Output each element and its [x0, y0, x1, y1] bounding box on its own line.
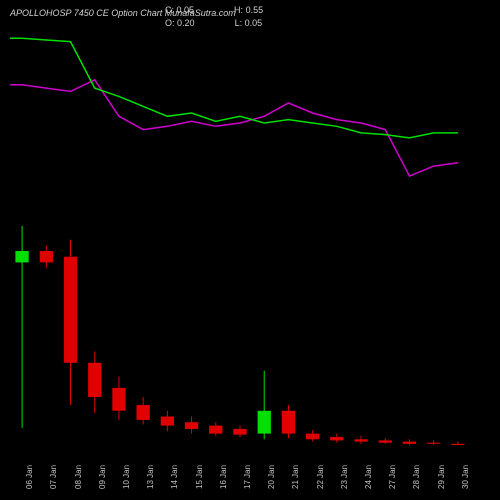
- ohlc-block: C: 0.05 H: 0.55 O: 0.20 L: 0.05: [165, 4, 263, 29]
- chart-svg: [10, 30, 470, 445]
- candle-body: [64, 257, 77, 363]
- x-axis-label: 21 Jan: [291, 465, 299, 489]
- candle-body: [112, 388, 125, 411]
- x-axis-label: 24 Jan: [364, 465, 372, 489]
- candle-body: [185, 422, 198, 429]
- indicator-line-2: [10, 80, 458, 176]
- candle-body: [354, 439, 367, 441]
- candle-body: [88, 363, 101, 397]
- high-label: H: 0.55: [234, 4, 263, 17]
- x-axis-label: 08 Jan: [74, 465, 82, 489]
- candle-body: [258, 411, 271, 434]
- open-label: O: 0.20: [165, 17, 195, 30]
- candle-body: [161, 417, 174, 426]
- candle-body: [209, 426, 222, 434]
- close-label: C: 0.05: [165, 4, 194, 17]
- x-axis-label: 17 Jan: [243, 465, 251, 489]
- x-axis-label: 14 Jan: [170, 465, 178, 489]
- candle-body: [40, 251, 53, 262]
- x-axis-label: 29 Jan: [437, 465, 445, 489]
- x-axis-label: 09 Jan: [98, 465, 106, 489]
- candle-body: [330, 437, 343, 440]
- candle-body: [427, 443, 440, 444]
- x-axis-label: 15 Jan: [195, 465, 203, 489]
- x-axis-label: 10 Jan: [122, 465, 130, 489]
- candle-body: [137, 405, 150, 420]
- candle-body: [306, 434, 319, 440]
- x-axis-label: 06 Jan: [25, 465, 33, 489]
- x-axis-label: 23 Jan: [340, 465, 348, 489]
- chart-area: [10, 30, 470, 445]
- x-axis-label: 30 Jan: [461, 465, 469, 489]
- x-axis-labels: 06 Jan 07 Jan 08 Jan 09 Jan 10 Jan 13 Jan 14 J…: [10, 447, 470, 492]
- x-axis-label: 07 Jan: [49, 465, 57, 489]
- x-axis-label: 13 Jan: [146, 465, 154, 489]
- candle-body: [451, 444, 464, 445]
- x-axis-label: 28 Jan: [412, 465, 420, 489]
- candle-body: [15, 251, 28, 262]
- candle-body: [379, 440, 392, 442]
- x-axis-label: 22 Jan: [316, 465, 324, 489]
- candle-body: [282, 411, 295, 434]
- x-axis-label: 27 Jan: [388, 465, 396, 489]
- x-axis-label: 20 Jan: [267, 465, 275, 489]
- candle-body: [403, 442, 416, 444]
- x-axis-label: 16 Jan: [219, 465, 227, 489]
- candle-body: [233, 429, 246, 435]
- low-label: L: 0.05: [235, 17, 263, 30]
